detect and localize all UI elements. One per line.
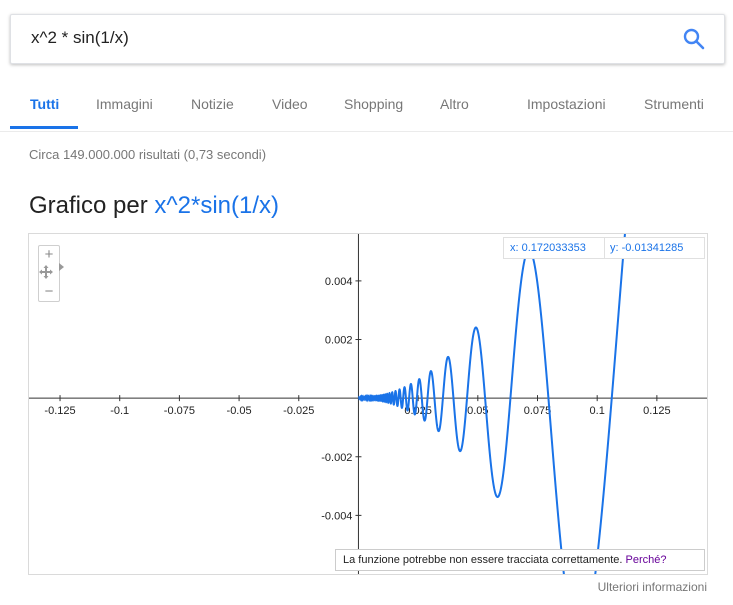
graph-function-link[interactable]: x^2*sin(1/x) [154,192,280,219]
plot-ticks: -0.125 -0.1 -0.075 -0.05 -0.025 0.025 0.05 0.07… [44,276,670,522]
chevron-right-icon[interactable] [59,263,64,271]
x-tick-label: 0.125 [643,405,671,417]
graph-container[interactable]: -0.125 -0.1 -0.075 -0.05 -0.025 0.025 0.05 0.07… [28,233,708,575]
x-tick-label: 0.025 [404,405,432,417]
x-tick-label: -0.05 [227,405,252,417]
zoom-control: + − [38,245,60,302]
move-icon [39,265,53,279]
more-info-link[interactable]: Ulteriori informazioni [597,580,707,594]
tab-video[interactable]: Video [272,96,308,112]
x-tick-label: -0.1 [110,405,129,417]
result-stats: Circa 149.000.000 risultati (0,73 second… [29,147,267,162]
pan-button[interactable] [39,264,59,281]
coordinate-readout: x: 0.172033353 y: -0.01341285 [503,237,705,259]
search-button[interactable] [682,27,706,51]
active-tab-indicator [10,126,78,129]
x-tick-label: -0.125 [44,405,75,417]
coord-y: y: -0.01341285 [610,242,684,254]
search-tabs: Tutti Immagini Notizie Video Shopping Al… [0,86,733,132]
plot-warning: La funzione potrebbe non essere tracciat… [335,549,705,571]
tab-more[interactable]: Altro [440,96,469,112]
y-tick-label: -0.004 [321,510,352,522]
why-link[interactable]: Perché? [625,554,667,566]
graph-title-prefix: Grafico per [29,192,148,219]
search-bar [10,14,725,64]
zoom-out-button[interactable]: − [44,283,54,300]
search-icon [683,28,705,50]
function-curve [358,234,626,574]
tab-news[interactable]: Notizie [191,96,234,112]
x-tick-label: -0.025 [283,405,314,417]
graph-title: Grafico per x^2*sin(1/x) [29,192,279,220]
x-tick-label: -0.075 [164,405,195,417]
tab-all[interactable]: Tutti [30,96,60,112]
y-tick-label: 0.004 [325,276,353,288]
tab-shopping[interactable]: Shopping [344,96,404,112]
coord-divider [604,238,605,258]
tab-tools[interactable]: Strumenti [644,96,704,112]
plot-axes [29,234,707,574]
function-plot[interactable]: -0.125 -0.1 -0.075 -0.05 -0.025 0.025 0.05 0.07… [29,234,707,574]
y-tick-label: -0.002 [321,452,352,464]
x-tick-label: 0.05 [467,405,488,417]
zoom-in-button[interactable]: + [44,246,54,263]
tab-settings[interactable]: Impostazioni [527,96,606,112]
plot-warning-text: La funzione potrebbe non essere tracciat… [343,554,623,566]
tab-images[interactable]: Immagini [96,96,153,112]
search-input[interactable] [31,28,631,48]
x-tick-label: 0.1 [590,405,605,417]
x-tick-label: 0.075 [524,405,552,417]
y-tick-label: 0.002 [325,335,353,347]
coord-x: x: 0.172033353 [510,242,586,254]
